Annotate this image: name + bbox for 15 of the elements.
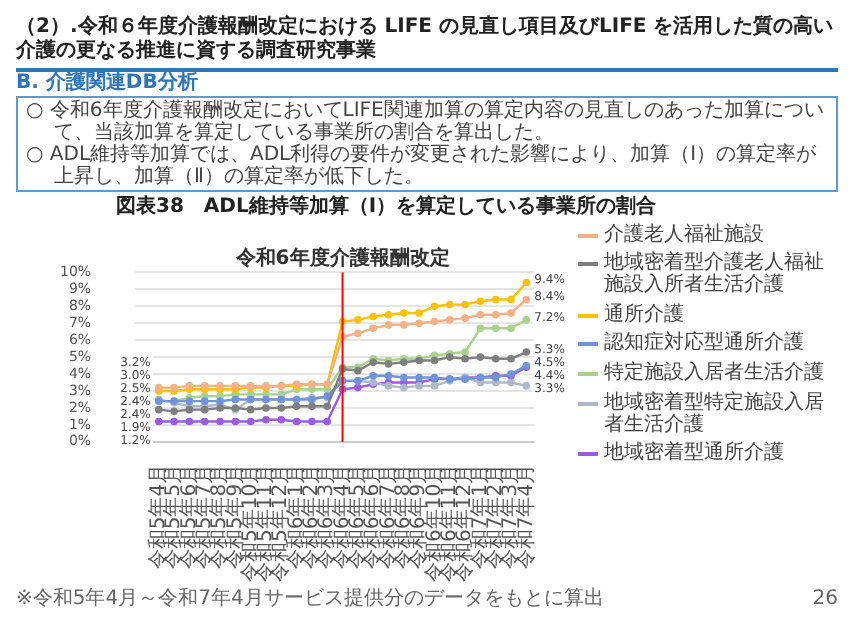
legend-label: 地域密着型通所介護 [604,442,784,465]
legend-label: 地域密着型介護老人福祉施設入所者生活介護 [604,252,826,297]
legend-label: 認知症対応型通所介護 [604,332,804,355]
text: 26 [812,588,838,610]
chart-subtitle: B. 介護関連DB分析 [16,72,200,96]
chart-title: （2）.令和６年度介護報酬改定における LIFE の見直し項目及びLIFE を活用した質の高い介護の更なる推進に資する調査研究事業 [16,16,836,64]
legend-label: 特定施設入居者生活介護 [604,362,824,385]
text: 図表38 ADL維持等加算（Ⅰ）を算定している事業所の割合 [114,196,659,220]
legend-label: 通所介護 [604,303,684,326]
legend-label: 介護老人福祉施設 [604,223,764,246]
text: ○ ADL維持等加算では、ADL利得の要件が変更された影響により、加算（Ⅰ）の算定率が上昇し、加算（Ⅱ）の算定率が低下した。 [26,144,819,188]
ref-line-label: 令和6年度介護報酬改定 [233,245,450,270]
legend-label: 地域密着型特定施設入居者生活介護 [604,391,826,436]
text: ※令和5年4月～令和7年4月サービス提供分のデータをもとに算出 [16,588,604,610]
text: ○ 令和6年度介護報酬改定においてLIFE関連加算の算定内容の見直しのあった加算について、当該加算を算定している事業所の割合を算出した。 [26,100,826,144]
